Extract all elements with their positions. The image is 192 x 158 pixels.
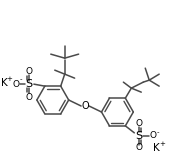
Text: S: S [25, 79, 32, 89]
Text: O: O [136, 143, 143, 152]
Text: O: O [150, 131, 157, 140]
Text: +: + [159, 141, 165, 147]
Text: K: K [1, 78, 7, 88]
Text: O: O [81, 101, 89, 111]
Text: K: K [153, 143, 160, 153]
Text: O: O [12, 80, 19, 89]
Text: O: O [136, 119, 143, 128]
Text: -: - [20, 76, 22, 82]
Text: +: + [6, 76, 12, 82]
Text: O: O [25, 93, 32, 102]
Text: O: O [25, 67, 32, 76]
Text: S: S [136, 131, 143, 141]
Text: -: - [157, 129, 159, 135]
